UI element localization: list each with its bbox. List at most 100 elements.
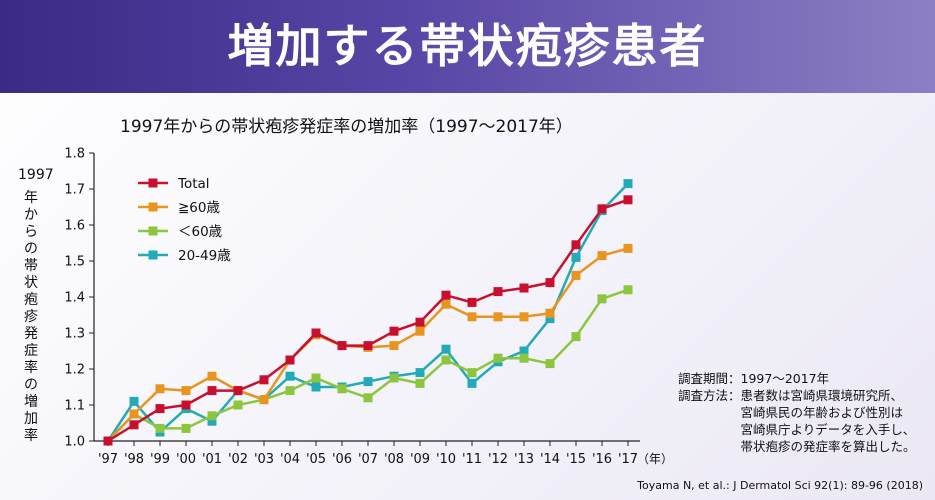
period-label: 調査期間： — [678, 371, 741, 386]
data-point — [467, 378, 477, 388]
x-tick-label: '10 — [436, 452, 456, 467]
y-tick-label: 1.6 — [64, 219, 85, 234]
period-value: 1997～2017年 — [740, 371, 830, 386]
title-banner — [0, 0, 935, 93]
data-point — [467, 312, 477, 322]
x-tick-label: '03 — [254, 452, 274, 467]
data-point — [207, 386, 217, 396]
data-point — [545, 278, 555, 288]
method-line: 患者数は宮崎県環境研究所、 — [740, 388, 904, 403]
data-point — [493, 353, 503, 363]
data-point — [259, 395, 269, 405]
legend-label: ≧60歳 — [178, 200, 220, 216]
data-point — [259, 375, 269, 385]
x-tick-label: '16 — [592, 452, 612, 467]
data-point — [155, 384, 165, 394]
data-point — [207, 411, 217, 421]
chart-title: 1997年からの帯状疱疹発症率の増加率（1997～2017年） — [120, 117, 573, 137]
study-notes: 調査期間： 1997～2017年 調査方法： 患者数は宮崎県環境研究所、 宮崎県… — [678, 370, 916, 455]
data-point — [545, 359, 555, 369]
data-point — [415, 378, 425, 388]
y-axis-label-year: 1997 — [18, 167, 54, 183]
data-point — [155, 404, 165, 414]
x-tick-label: '13 — [514, 452, 534, 467]
data-point — [623, 195, 633, 205]
legend-marker — [148, 250, 158, 260]
legend-marker — [148, 226, 158, 236]
method-line: 宮崎県庁よりデータを入手し、 — [740, 422, 916, 437]
legend-label: 20-49歳 — [178, 248, 231, 264]
data-point — [363, 393, 373, 403]
data-point — [311, 382, 321, 392]
data-point — [415, 317, 425, 327]
legend-label: Total — [177, 176, 210, 192]
data-point — [493, 287, 503, 297]
data-point — [233, 386, 243, 396]
y-tick-label: 1.7 — [64, 183, 85, 198]
legend-marker — [148, 202, 158, 212]
data-point — [519, 312, 529, 322]
data-point — [129, 420, 139, 430]
y-axis-label: 年からの帯状疱疹発症率の増加率 — [24, 190, 38, 444]
data-point — [285, 371, 295, 381]
data-point — [441, 299, 451, 309]
x-tick-label: '00 — [176, 452, 196, 467]
data-point — [181, 423, 191, 433]
data-point — [181, 400, 191, 410]
data-point — [389, 341, 399, 351]
method-line: 宮崎県民の年齢および性別は — [740, 405, 904, 420]
x-tick-label: '05 — [306, 452, 326, 467]
citation: Toyama N, et al.: J Dermatol Sci 92(1): … — [637, 479, 923, 492]
data-point — [571, 252, 581, 262]
data-point — [467, 297, 477, 307]
data-point — [597, 204, 607, 214]
data-point — [389, 326, 399, 336]
data-point — [441, 344, 451, 354]
method-label: 調査方法： — [678, 388, 741, 403]
x-tick-label: '11 — [462, 452, 482, 467]
data-point — [389, 373, 399, 383]
data-point — [311, 328, 321, 338]
data-point — [337, 384, 347, 394]
data-point — [129, 409, 139, 419]
data-point — [545, 314, 555, 324]
data-point — [623, 179, 633, 189]
data-point — [571, 332, 581, 342]
y-tick-label: 1.1 — [64, 399, 85, 414]
data-point — [207, 371, 217, 381]
x-tick-label: '97 — [98, 452, 118, 467]
data-point — [103, 436, 113, 446]
x-tick-label: '17 — [618, 452, 638, 467]
x-tick-label: '04 — [280, 452, 300, 467]
x-axis-label: （年） — [637, 452, 673, 466]
legend-label: ＜60歳 — [178, 224, 223, 240]
data-point — [363, 341, 373, 351]
x-tick-label: '98 — [124, 452, 144, 467]
data-point — [467, 368, 477, 378]
data-point — [363, 377, 373, 387]
data-point — [519, 353, 529, 363]
data-point — [181, 386, 191, 396]
data-point — [285, 386, 295, 396]
data-point — [441, 290, 451, 300]
y-tick-label: 1.4 — [64, 291, 85, 306]
data-point — [545, 308, 555, 318]
x-tick-label: '07 — [358, 452, 378, 467]
data-point — [597, 251, 607, 261]
x-tick-label: '12 — [488, 452, 508, 467]
y-tick-label: 1.3 — [64, 327, 85, 342]
data-point — [415, 326, 425, 336]
data-point — [415, 368, 425, 378]
y-tick-label: 1.5 — [64, 255, 85, 270]
data-point — [519, 283, 529, 293]
data-point — [129, 396, 139, 406]
y-tick-label: 1.0 — [64, 435, 85, 450]
data-point — [571, 270, 581, 280]
data-point — [311, 373, 321, 383]
x-tick-label: '01 — [202, 452, 222, 467]
data-point — [441, 355, 451, 365]
data-point — [207, 416, 217, 426]
method-line: 帯状疱疹の発症率を算出した。 — [740, 439, 916, 454]
x-tick-label: '06 — [332, 452, 352, 467]
